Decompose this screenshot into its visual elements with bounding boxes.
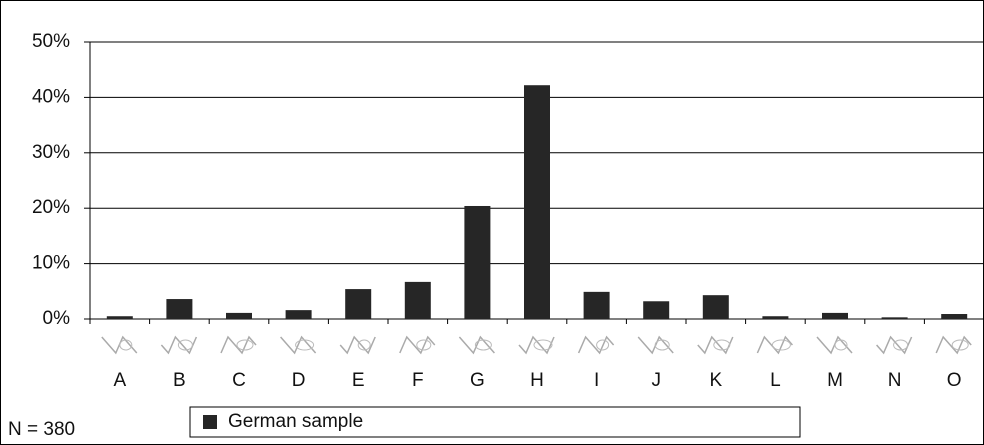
x-tick-label: A [113, 370, 126, 391]
bar [107, 316, 133, 319]
y-tick-label: 40% [32, 86, 70, 107]
y-tick-label: 50% [32, 31, 70, 52]
x-tick-label: K [709, 370, 722, 391]
legend-swatch [203, 415, 217, 429]
bar [584, 292, 610, 319]
bar [643, 301, 669, 319]
y-tick-label: 30% [32, 142, 70, 163]
bar [941, 314, 967, 319]
y-tick-label: 0% [43, 308, 71, 329]
x-tick-label: J [651, 370, 661, 391]
bar [286, 310, 312, 319]
x-tick-label: F [412, 370, 424, 391]
y-tick-label: 20% [32, 197, 70, 218]
x-tick-label: E [352, 370, 365, 391]
bar [166, 299, 192, 319]
x-tick-label: D [292, 370, 306, 391]
bar [405, 282, 431, 319]
bar [762, 316, 788, 319]
sample-note: N = 380 [8, 419, 75, 440]
bar [464, 206, 490, 319]
legend-label: German sample [228, 411, 363, 432]
x-tick-label: M [827, 370, 843, 391]
bar [226, 313, 252, 319]
bar [703, 295, 729, 319]
bar [345, 289, 371, 319]
x-tick-label: H [530, 370, 544, 391]
chart: N = 380 0% 10% 20% 30% 40% 50% A B C D E F G H I J K L M N O… [0, 0, 984, 445]
bar [882, 317, 908, 319]
bar [524, 85, 550, 319]
x-tick-label: G [470, 370, 485, 391]
bar [822, 313, 848, 319]
x-tick-label: L [770, 370, 781, 391]
x-tick-label: C [232, 370, 246, 391]
x-tick-label: B [173, 370, 186, 391]
y-tick-label: 10% [32, 253, 70, 274]
x-tick-label: N [888, 370, 902, 391]
x-tick-label: I [594, 370, 599, 391]
x-tick-label: O [947, 370, 962, 391]
